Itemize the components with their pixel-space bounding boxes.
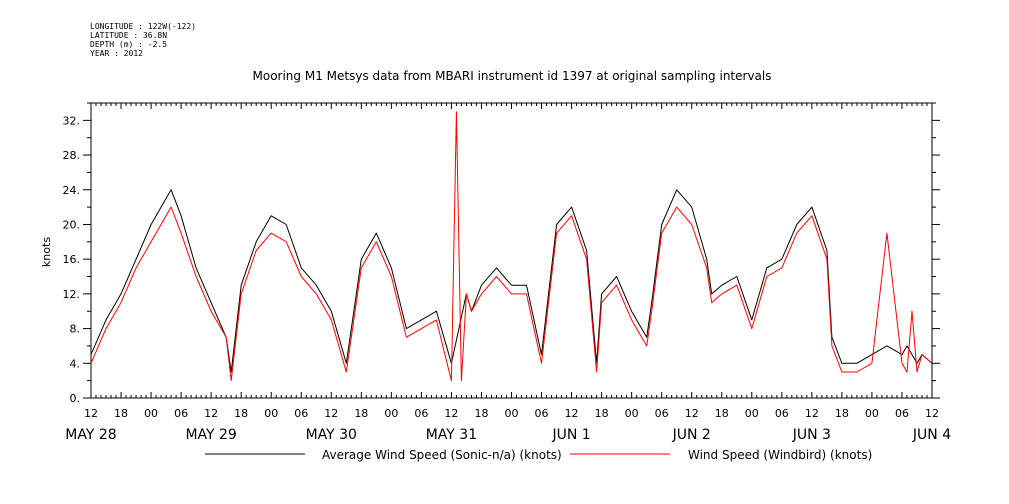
x-tick-label: 06 <box>895 407 909 420</box>
x-tick-label: 06 <box>174 407 188 420</box>
y-axis-label: knots <box>40 237 53 267</box>
series-line-windbird-wind-speed <box>90 111 933 382</box>
y-tick-label: 0. <box>70 392 81 405</box>
x-tick-label: 12 <box>324 407 338 420</box>
y-tick-label: 4. <box>70 357 81 370</box>
x-tick-label: 18 <box>835 407 849 420</box>
y-tick-label: 28. <box>63 149 81 162</box>
longitude-text: LONGITUDE : 122W(-122) <box>90 22 196 31</box>
x-tick-label: 12 <box>565 407 579 420</box>
x-tick-label: 06 <box>775 407 789 420</box>
x-tick-label: 12 <box>84 407 98 420</box>
x-tick-label: 12 <box>685 407 699 420</box>
date-label: JUN 2 <box>672 427 711 443</box>
legend-label-windbird: Wind Speed (Windbird) (knots) <box>688 448 872 462</box>
plot-frame <box>90 102 933 399</box>
date-label: MAY 28 <box>65 427 116 443</box>
y-tick-label: 16. <box>63 253 81 266</box>
axis-ticks: 12 18 00 06 12 18 00 06 12 18 00 06 12 18 00 06 12 18 00 06… <box>63 102 951 443</box>
y-tick-label: 24. <box>63 184 81 197</box>
series-line-average-wind-speed <box>90 189 933 373</box>
chart-title: Mooring M1 Metsys data from MBARI instru… <box>253 69 772 83</box>
x-tick-label: 00 <box>865 407 879 420</box>
y-tick-label: 32. <box>63 114 81 127</box>
x-tick-label: 12 <box>805 407 819 420</box>
x-tick-label: 00 <box>745 407 759 420</box>
x-tick-label: 12 <box>925 407 939 420</box>
x-tick-label: 18 <box>715 407 729 420</box>
date-label: JUN 4 <box>912 427 951 443</box>
x-tick-label: 00 <box>505 407 519 420</box>
dataset-metadata: LONGITUDE : 122W(-122) LATITUDE : 36.8N … <box>90 22 196 58</box>
x-tick-label: 18 <box>234 407 248 420</box>
x-tick-label: 18 <box>595 407 609 420</box>
legend: Average Wind Speed (Sonic-n/a) (knots) W… <box>205 448 872 462</box>
date-label: JUN 1 <box>551 427 590 443</box>
x-tick-label: 00 <box>264 407 278 420</box>
x-tick-label: 06 <box>294 407 308 420</box>
date-label: MAY 31 <box>426 427 477 443</box>
x-tick-label: 18 <box>354 407 368 420</box>
depth-text: DEPTH (m) : -2.5 <box>90 40 168 49</box>
x-tick-label: 00 <box>384 407 398 420</box>
y-tick-label: 8. <box>70 323 81 336</box>
x-tick-label: 06 <box>414 407 428 420</box>
x-tick-label: 18 <box>114 407 128 420</box>
x-tick-label: 12 <box>204 407 218 420</box>
x-tick-label: 00 <box>625 407 639 420</box>
date-label: MAY 29 <box>185 427 236 443</box>
y-tick-label: 12. <box>63 288 81 301</box>
date-label: JUN 3 <box>792 427 831 443</box>
latitude-text: LATITUDE : 36.8N <box>90 31 168 40</box>
x-tick-label: 18 <box>474 407 488 420</box>
x-tick-label: 12 <box>444 407 458 420</box>
x-tick-label: 00 <box>144 407 158 420</box>
series-layer <box>90 111 933 382</box>
year-text: YEAR : 2012 <box>90 49 143 58</box>
x-tick-label: 06 <box>655 407 669 420</box>
x-tick-label: 06 <box>535 407 549 420</box>
legend-label-average: Average Wind Speed (Sonic-n/a) (knots) <box>322 448 562 462</box>
y-tick-label: 20. <box>63 218 81 231</box>
date-label: MAY 30 <box>306 427 357 443</box>
